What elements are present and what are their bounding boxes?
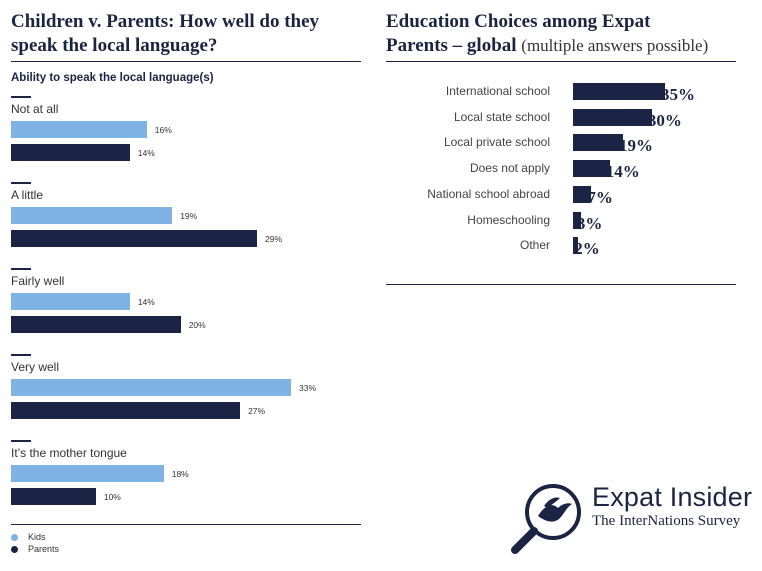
left-group: A little 19% 29% [11,182,361,262]
left-chart-title-line2: speak the local language? [11,35,218,56]
group-dash [11,182,31,184]
category-label: A little [11,188,44,202]
group-dash [11,268,31,270]
bar-parents [11,230,258,247]
category-label: Other [519,238,550,253]
category-label: Not at all [11,102,59,116]
category-label: Homeschooling [467,212,550,227]
left-group: Not at all 16% 14% [11,96,361,176]
bar [573,237,579,255]
left-chart-title: Children v. Parents: How well do they sp… [11,10,361,58]
logo-tagline: The InterNations Survey [592,513,741,529]
data-label: 33% [299,383,317,393]
data-label: 14% [137,148,155,158]
data-label: 19% [180,211,198,221]
data-label: 35% [661,85,695,104]
bar [573,134,623,152]
group-dash [11,96,31,98]
bar [573,185,592,203]
category-label: Does not apply [469,161,550,176]
data-label: 16% [154,125,172,135]
bar-kids [11,207,173,224]
data-label: 19% [618,136,653,156]
legend-dot-kids [11,533,18,541]
bar-kids [11,293,130,310]
category-label: International school [445,84,550,98]
data-label: 14% [137,297,155,307]
data-label: 7% [587,187,613,207]
legend-label-parents: Parents [28,544,60,554]
bar-parents [11,316,181,333]
data-label: 18% [171,469,189,479]
bar-kids [11,465,164,482]
left-chart-title-line1: Children v. Parents: How well do they [11,11,320,32]
data-label: 20% [188,320,206,330]
left-group: Very well 33% 27% [11,354,361,434]
right-bottom-divider [386,284,736,285]
data-label: 30% [647,110,682,130]
bar [573,160,610,178]
category-label: National school abroad [427,186,550,201]
magnifier-bird-icon [511,484,581,554]
right-chart-title: Education Choices among Expat Parents – … [386,10,746,58]
right-chart-title-line1: Education Choices among Expat [386,11,651,32]
legend-item-kids: Kids [11,532,46,542]
left-chart-subtitle: Ability to speak the local language(s) [11,72,214,84]
logo-brand: Expat Insider [592,482,753,512]
data-label: 10% [103,492,121,502]
category-label: Local private school [443,135,550,150]
category-label: Very well [11,360,60,374]
bar [573,83,665,100]
left-bottom-divider [11,524,361,525]
right-chart-subtitle: (multiple answers possible) [521,36,709,55]
data-label: 14% [605,162,640,182]
right-title-divider [386,61,736,62]
group-dash [11,440,31,442]
bar-kids [11,379,291,396]
bar [573,108,652,126]
left-group: Fairly well 14% 20% [11,268,361,348]
bar-parents [11,144,130,161]
group-dash [11,354,31,356]
legend-dot-parents [11,545,18,553]
left-group: It’s the mother tongue 18% 10% [11,440,361,520]
category-label: Fairly well [11,274,65,288]
data-label: 29% [265,234,283,244]
data-label: 3% [576,213,603,233]
bar-parents [11,402,241,419]
legend-label-kids: Kids [28,532,46,542]
category-label: It’s the mother tongue [11,446,127,460]
bar-kids [11,121,147,138]
right-chart-title-line2: Parents – global [386,35,517,56]
data-label: 2% [574,239,600,259]
legend-item-parents: Parents [11,544,59,554]
bar-parents [11,488,96,505]
category-label: Local state school [453,109,550,124]
bar [573,211,581,229]
data-label: 27% [248,406,266,416]
left-title-divider [11,61,361,62]
